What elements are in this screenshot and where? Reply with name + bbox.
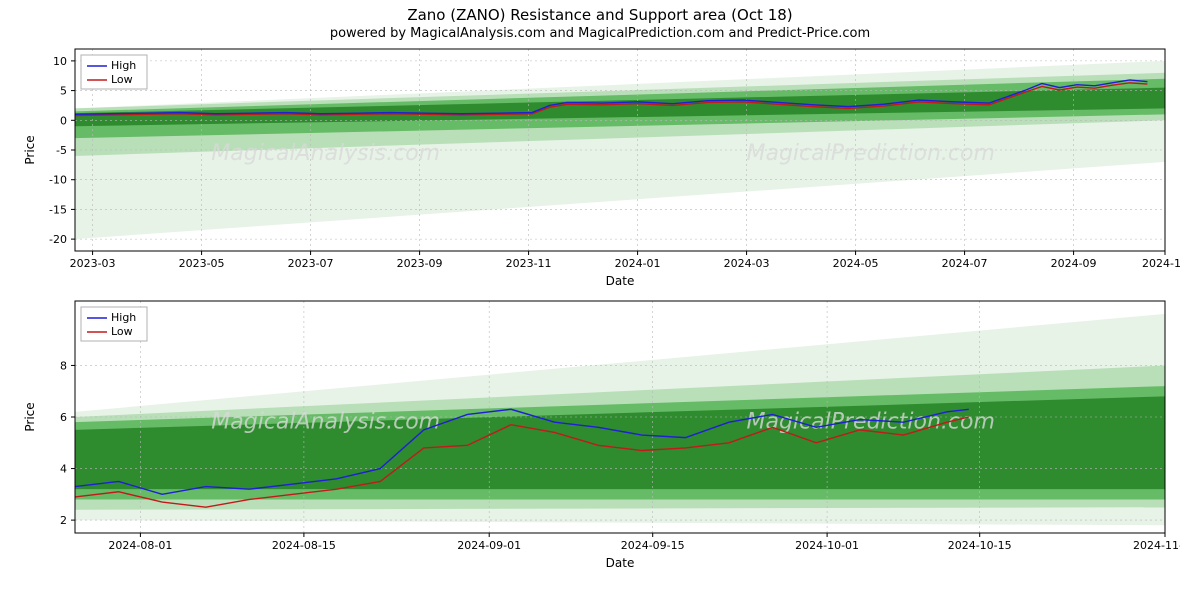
y-tick-label: 0 [60, 114, 67, 127]
legend-low-label: Low [111, 325, 133, 338]
x-tick-label: 2023-07 [288, 257, 334, 270]
y-tick-label: 10 [53, 55, 67, 68]
legend-low-label: Low [111, 73, 133, 86]
legend-high-label: High [111, 59, 136, 72]
x-tick-label: 2023-05 [179, 257, 225, 270]
chart-sub-title: powered by MagicalAnalysis.com and Magic… [0, 26, 1200, 41]
legend-high-label: High [111, 311, 136, 324]
y-tick-label: -20 [49, 233, 67, 246]
x-tick-label: 2024-09-01 [457, 539, 521, 552]
chart-main-title: Zano (ZANO) Resistance and Support area … [0, 6, 1200, 24]
x-tick-label: 2024-11-01 [1133, 539, 1180, 552]
watermark-text: MagicalAnalysis.com [211, 410, 440, 435]
y-tick-label: -15 [49, 203, 67, 216]
x-tick-label: 2024-08-01 [108, 539, 172, 552]
bottom-chart: 2 4 6 8 2024-08-01 2024-08-15 2024-09-01 2024-0… [20, 293, 1180, 573]
x-tick-label: 2024-01 [615, 257, 661, 270]
x-tick-label: 2023-11 [506, 257, 552, 270]
x-tick-label: 2024-09 [1051, 257, 1097, 270]
y-tick-label: -5 [56, 144, 67, 157]
title-block: Zano (ZANO) Resistance and Support area … [0, 0, 1200, 41]
y-tick-label: -10 [49, 174, 67, 187]
x-tick-label: 2024-11 [1142, 257, 1180, 270]
y-tick-label: 4 [60, 463, 67, 476]
x-tick-label: 2023-03 [70, 257, 116, 270]
y-tick-label: 5 [60, 85, 67, 98]
y-tick-label: 6 [60, 411, 67, 424]
x-tick-label: 2024-03 [724, 257, 770, 270]
x-tick-label: 2024-05 [833, 257, 879, 270]
bottom-chart-svg: 2 4 6 8 2024-08-01 2024-08-15 2024-09-01 2024-0… [20, 293, 1180, 573]
x-tick-label: 2023-09 [397, 257, 443, 270]
top-chart: -20 -15 -10 -5 0 5 10 2023-03 2023-05 2023-07 2023… [20, 41, 1180, 291]
x-tick-label: 2024-07 [942, 257, 988, 270]
x-tick-label: 2024-10-15 [948, 539, 1012, 552]
x-tick-label: 2024-09-15 [621, 539, 685, 552]
y-axis-label: Price [23, 135, 37, 164]
y-tick-label: 8 [60, 359, 67, 372]
y-tick-label: 2 [60, 514, 67, 527]
x-tick-label: 2024-08-15 [272, 539, 336, 552]
x-axis-label: Date [606, 274, 635, 288]
watermark-text: MagicalPrediction.com [747, 141, 995, 166]
top-chart-svg: -20 -15 -10 -5 0 5 10 2023-03 2023-05 2023-07 2023… [20, 41, 1180, 291]
x-axis-label: Date [606, 556, 635, 570]
watermark-text: MagicalAnalysis.com [211, 141, 440, 166]
x-tick-label: 2024-10-01 [795, 539, 859, 552]
y-axis-label: Price [23, 402, 37, 431]
